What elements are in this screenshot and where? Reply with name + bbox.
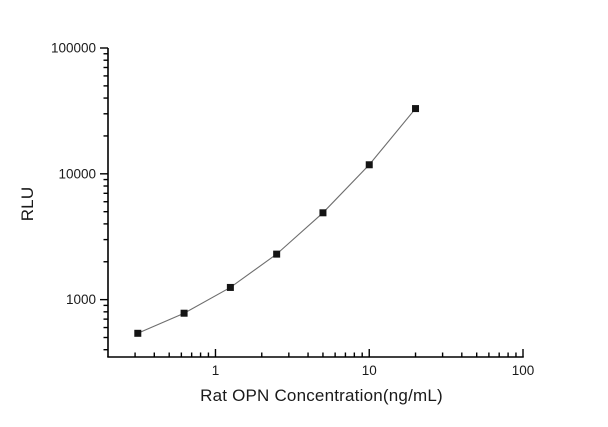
y-tick-label: 100000 [51,41,96,56]
y-tick-labels: 1000 10000 100000 [51,41,96,308]
standard-curve-line [137,108,416,334]
data-point-marker [412,105,420,113]
x-tick-label: 1 [212,363,220,378]
data-point-marker [180,309,188,317]
data-point-marker [226,283,234,291]
x-tick-label: 100 [512,363,535,378]
data-point-marker [134,329,142,337]
y-tick-label: 10000 [58,166,96,181]
axis-ticks [100,47,524,357]
data-point-marker [319,209,327,217]
x-axis-title: Rat OPN Concentration(ng/mL) [200,386,443,405]
data-point-marker [273,250,281,258]
x-tick-label: 10 [362,363,377,378]
x-tick-labels: 1 10 100 [212,363,535,378]
y-axis-title: RLU [18,187,37,222]
data-point-marker [365,161,373,169]
y-tick-label: 1000 [66,292,96,307]
data-points [134,105,420,337]
